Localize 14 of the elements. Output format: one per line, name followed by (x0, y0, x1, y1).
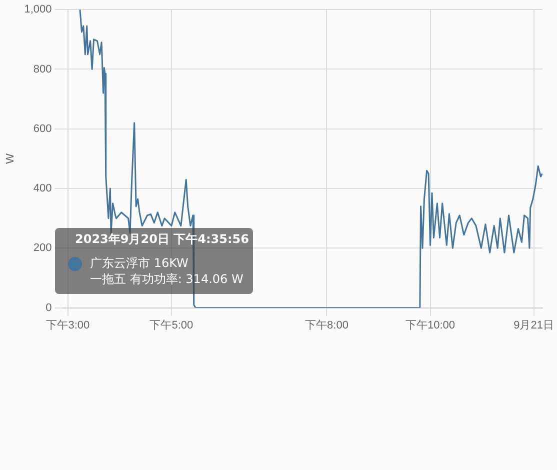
annotation: 广东云浮市 16KW 一拖五 有功功率: 314.06 W (90, 256, 244, 286)
y-tick-label: 0 (46, 302, 52, 314)
y-tick-label: 1,000 (24, 4, 52, 16)
y-tick-label: 600 (33, 122, 52, 135)
x-tick-label: 下午8:00 (305, 319, 348, 332)
x-tick-label: 下午5:00 (150, 319, 194, 332)
y-tick-label: 800 (33, 63, 52, 76)
x-tick-label: 下午3:00 (46, 319, 90, 332)
y-axis-title: W (4, 152, 17, 164)
y-tick-label: 400 (33, 182, 52, 195)
x-tick-label: 9月21日 (514, 319, 554, 332)
annotation: 2023年9月20日 下午4:35:56 (75, 232, 249, 246)
y-tick-label: 200 (33, 242, 52, 254)
x-tick-label: 下午10:00 (405, 319, 456, 332)
